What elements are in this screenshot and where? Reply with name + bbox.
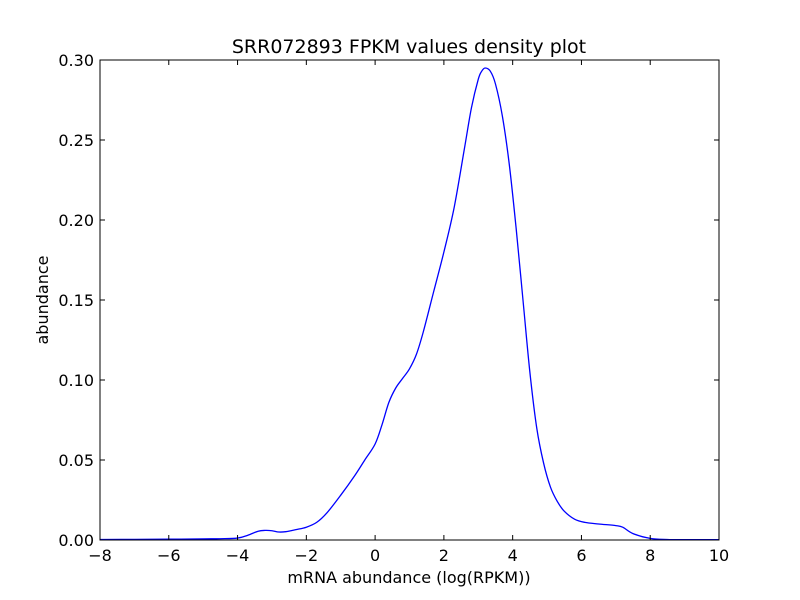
x-tick-label: −4 (226, 546, 250, 565)
y-tick-label: 0.10 (58, 371, 94, 390)
x-tick-label: −6 (157, 546, 181, 565)
x-tick-label: 2 (439, 546, 449, 565)
density-line (99, 67, 720, 541)
x-tick-label: 0 (370, 546, 380, 565)
x-tick-label: 8 (645, 546, 655, 565)
y-tick-label: 0.25 (58, 131, 94, 150)
y-tick-label: 0.05 (58, 451, 94, 470)
x-axis-label: mRNA abundance (log(RPKM)) (287, 568, 530, 587)
x-tick-label: 10 (709, 546, 729, 565)
chart-title: SRR072893 FPKM values density plot (232, 36, 586, 58)
y-tick-label: 0.30 (58, 51, 94, 70)
x-axis-ticks: −8 −6 −4 −2 0 2 4 6 8 10 (88, 60, 729, 565)
x-tick-label: 4 (508, 546, 518, 565)
y-axis-label: abundance (33, 256, 52, 345)
x-tick-label: −8 (88, 546, 112, 565)
x-tick-label: 6 (576, 546, 586, 565)
y-axis-ticks: 0.00 0.05 0.10 0.15 0.20 0.25 0.30 (58, 51, 719, 550)
x-tick-label: −2 (295, 546, 319, 565)
plot-area: −8 −6 −4 −2 0 2 4 6 8 10 0.00 0.05 0.10 0.15 0.20 0.25… (58, 51, 729, 565)
y-tick-label: 0.00 (58, 531, 94, 550)
y-tick-label: 0.15 (58, 291, 94, 310)
y-tick-label: 0.20 (58, 211, 94, 230)
plot-frame (99, 59, 720, 541)
